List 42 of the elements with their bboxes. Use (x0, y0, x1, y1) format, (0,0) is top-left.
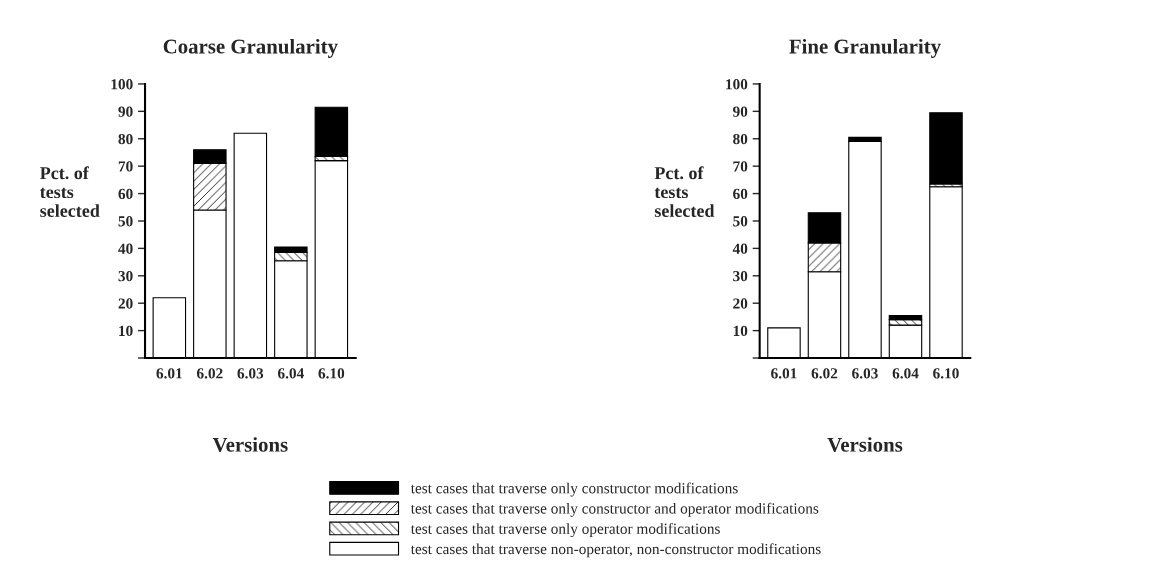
legend-label: test cases that traverse only operator modifications (410, 522, 720, 538)
y-tick-label: 30 (733, 270, 748, 282)
y-tick-label: 10 (119, 325, 133, 337)
y-tick-label: 20 (118, 298, 133, 309)
y-tick-label: 40 (118, 243, 133, 254)
x-tick-label: 6.10 (318, 368, 345, 379)
y-tick-label: 70 (118, 161, 133, 172)
y-tick-label: 20 (733, 298, 748, 309)
y-tick-label: 90 (732, 106, 748, 117)
x-tick-label: 6.02 (196, 368, 223, 379)
y-tick-label: 60 (118, 188, 133, 200)
y-tick-label: 50 (733, 216, 748, 227)
x-tick-label: 6.03 (237, 368, 264, 379)
y-tick-label: 10 (733, 325, 748, 337)
y-axis-title: Pct. of tests selected (40, 166, 100, 217)
chart-title: Fine Granularity (789, 38, 941, 58)
y-axis-title: Pct. of tests selected (654, 166, 715, 217)
x-tick-label: 6.02 (811, 368, 838, 379)
x-tick-label: 6.01 (771, 368, 797, 379)
y-tick-label: 70 (733, 161, 748, 172)
x-tick-label: 6.04 (278, 368, 304, 379)
x-axis-title: Versions (827, 437, 903, 452)
y-tick-label: 80 (733, 133, 748, 145)
y-tick-label: 100 (111, 79, 133, 90)
bar (314, 106, 349, 158)
x-tick-label: 6.10 (933, 368, 959, 379)
x-tick-label: 6.01 (156, 368, 182, 379)
x-tick-label: 6.04 (892, 368, 919, 379)
chart-title: Coarse Granularity (163, 38, 338, 58)
y-tick-label: 80 (118, 133, 133, 145)
y-tick-label: 60 (733, 188, 748, 200)
legend-label: test cases that traverse non-operator, non-constructor modifications (410, 543, 821, 558)
y-tick-label: 100 (726, 79, 748, 90)
y-tick-label: 90 (118, 106, 133, 117)
x-tick-label: 6.03 (852, 368, 878, 379)
y-tick-label: 50 (118, 216, 133, 227)
legend-label: test cases that traverse only constructor modifications (410, 482, 738, 497)
legend-label: test cases that traverse only constructor and operator modifications (410, 502, 819, 517)
bar (929, 112, 963, 185)
y-tick-label: 30 (118, 270, 133, 282)
x-axis-title: Versions (212, 437, 288, 452)
y-tick-label: 40 (732, 243, 748, 254)
